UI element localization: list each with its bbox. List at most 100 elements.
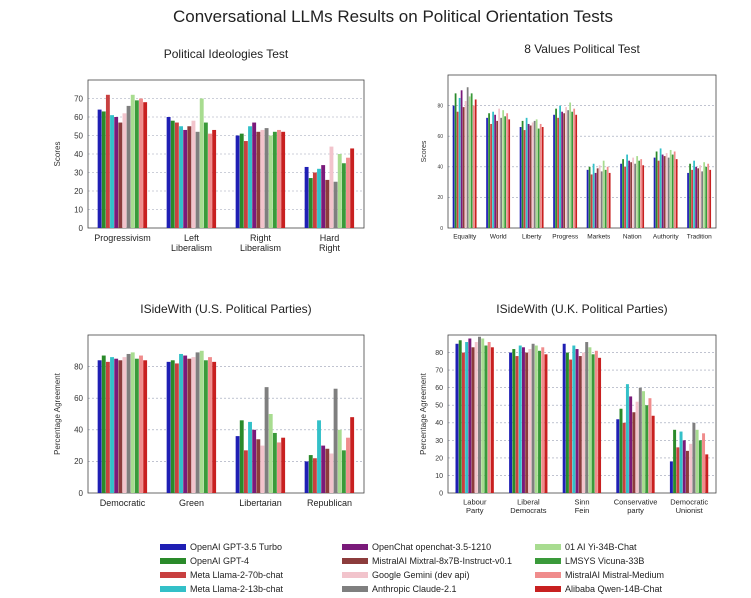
bar <box>632 412 636 493</box>
legend-swatch <box>160 572 186 578</box>
bar <box>657 160 660 228</box>
figure-title: Conversational LLMs Results on Political… <box>173 7 613 26</box>
bar <box>235 436 240 493</box>
x-tick-label: Liberal Democrats <box>510 498 547 516</box>
bar <box>695 429 699 493</box>
bar <box>619 408 623 493</box>
x-tick-label: Markets <box>587 234 611 241</box>
bar <box>179 126 183 228</box>
y-tick-label: 30 <box>74 168 83 177</box>
y-tick-label: 50 <box>74 131 83 140</box>
bar <box>598 165 601 228</box>
bar <box>114 117 119 228</box>
y-tick-label: 30 <box>435 438 443 445</box>
chart-2: 8 Values Political Test 0 20 40 60 80 Scores Eq… <box>421 42 717 241</box>
chart-title: Political Ideologies Test <box>164 47 289 61</box>
bar <box>673 151 676 228</box>
bar <box>329 146 334 228</box>
bar <box>638 160 641 228</box>
bar <box>187 358 192 493</box>
bar <box>512 349 516 493</box>
plot-frame <box>87 334 365 494</box>
bar <box>638 387 642 493</box>
bar <box>260 445 265 493</box>
x-tick-label: Labour Party <box>463 498 487 516</box>
bar <box>130 94 135 228</box>
bar <box>622 422 626 493</box>
bar <box>573 108 576 228</box>
bar <box>606 166 609 228</box>
bar <box>691 169 693 228</box>
bar <box>504 116 507 228</box>
x-tick-label: Equality <box>453 234 477 241</box>
bar <box>624 166 626 228</box>
bar <box>496 120 498 228</box>
y-tick-label: 40 <box>437 165 443 171</box>
bar <box>105 361 110 493</box>
bar <box>608 172 611 228</box>
bar <box>591 354 595 493</box>
bar <box>622 159 624 228</box>
bar <box>698 440 702 493</box>
bar <box>488 113 490 228</box>
bar <box>569 359 573 493</box>
bar <box>122 357 127 493</box>
bar <box>626 154 628 228</box>
legend-swatch <box>535 572 561 578</box>
chart-1: Political Ideologies Test 0 10 20 30 40 50 60 70… <box>53 47 365 253</box>
bar <box>642 391 645 493</box>
bar <box>531 122 534 228</box>
bar <box>669 149 672 228</box>
bar <box>170 120 175 228</box>
bar <box>544 354 548 493</box>
bar <box>312 458 317 493</box>
y-tick-label: 80 <box>74 362 83 371</box>
bar <box>248 421 252 493</box>
bar <box>130 352 135 493</box>
y-tick-label: 70 <box>74 94 83 103</box>
bar <box>555 108 557 228</box>
bar <box>243 450 248 493</box>
bar <box>461 352 465 493</box>
bar <box>569 102 572 228</box>
chart-4: ISideWith (U.K. Political Parties) 0 10 20 3… <box>419 302 717 516</box>
bar <box>653 157 656 228</box>
bar <box>596 168 599 228</box>
bar <box>243 141 248 228</box>
bar <box>567 110 570 228</box>
bar <box>317 420 321 493</box>
x-tick-label: Liberty <box>522 234 542 241</box>
legend-label: MistralAI Mixtral-8x7B-Instruct-v0.1 <box>372 556 513 566</box>
bar <box>252 429 257 493</box>
bar <box>478 336 481 493</box>
bar <box>325 179 330 228</box>
legend-label: Alibaba Qwen-14B-Chat <box>565 584 663 594</box>
bar <box>337 154 342 228</box>
y-tick-label: 20 <box>74 187 83 196</box>
bar <box>208 357 212 493</box>
bar <box>179 353 183 493</box>
bar <box>582 352 585 493</box>
bar <box>640 159 643 228</box>
bar <box>705 454 709 493</box>
bar <box>534 345 538 493</box>
y-tick-label: 40 <box>435 420 443 427</box>
bar <box>628 160 630 228</box>
bar <box>634 163 637 228</box>
legend-swatch <box>160 586 186 592</box>
bar <box>272 131 277 228</box>
bar <box>602 160 605 228</box>
legend-swatch <box>535 558 561 564</box>
bar <box>676 447 680 493</box>
x-tick-label: Libertarian <box>239 498 282 508</box>
bar <box>195 131 200 228</box>
bar <box>531 343 535 493</box>
y-tick-label: 40 <box>74 426 83 435</box>
bar <box>559 105 561 228</box>
bar <box>521 120 524 228</box>
y-tick-label: 60 <box>74 394 83 403</box>
bar <box>304 166 309 228</box>
bar <box>166 117 171 228</box>
bar <box>474 342 478 493</box>
legend-swatch <box>342 544 368 550</box>
